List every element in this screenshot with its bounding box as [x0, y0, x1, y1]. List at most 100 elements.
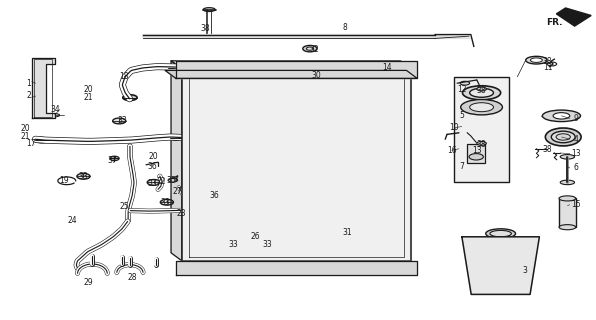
Ellipse shape	[299, 66, 323, 78]
Text: 13: 13	[472, 146, 482, 155]
Text: 19: 19	[60, 176, 69, 185]
Text: 33: 33	[161, 198, 170, 207]
Ellipse shape	[160, 199, 173, 205]
Text: 21: 21	[20, 132, 30, 141]
Text: 28: 28	[128, 273, 137, 282]
Ellipse shape	[123, 95, 137, 100]
Ellipse shape	[113, 118, 126, 124]
Ellipse shape	[560, 180, 575, 185]
Polygon shape	[165, 70, 417, 78]
Polygon shape	[176, 61, 417, 78]
Text: 30: 30	[311, 71, 321, 80]
Ellipse shape	[559, 196, 576, 201]
Text: 35: 35	[167, 176, 176, 185]
Polygon shape	[171, 61, 182, 261]
Ellipse shape	[556, 134, 570, 140]
Text: 20: 20	[20, 124, 30, 133]
Text: 33: 33	[147, 179, 157, 188]
Text: 38: 38	[201, 24, 210, 33]
Text: 37: 37	[107, 156, 117, 165]
Ellipse shape	[228, 242, 241, 247]
Ellipse shape	[477, 87, 486, 91]
Ellipse shape	[470, 88, 493, 97]
Text: 36: 36	[147, 162, 157, 171]
Ellipse shape	[168, 178, 178, 182]
Text: 29: 29	[83, 278, 93, 287]
Ellipse shape	[469, 154, 483, 160]
Ellipse shape	[35, 138, 49, 143]
Text: 6: 6	[573, 164, 578, 172]
Polygon shape	[143, 35, 471, 38]
Text: 7: 7	[460, 162, 464, 171]
Text: 23: 23	[177, 209, 187, 218]
Text: 3: 3	[522, 266, 527, 275]
Text: 34: 34	[50, 105, 60, 114]
Text: 5: 5	[460, 111, 464, 120]
Ellipse shape	[490, 230, 511, 237]
Ellipse shape	[560, 155, 575, 159]
Ellipse shape	[330, 230, 344, 236]
Text: 12: 12	[457, 85, 467, 94]
Text: 33: 33	[79, 172, 88, 181]
Ellipse shape	[542, 110, 581, 122]
Text: 9: 9	[573, 114, 578, 123]
Ellipse shape	[486, 229, 516, 238]
Ellipse shape	[303, 45, 317, 52]
Text: 13: 13	[571, 149, 581, 158]
Text: 20: 20	[83, 85, 93, 94]
Ellipse shape	[530, 58, 542, 62]
Text: 32: 32	[310, 45, 319, 54]
Ellipse shape	[325, 228, 349, 238]
Polygon shape	[176, 261, 417, 275]
Polygon shape	[557, 8, 591, 26]
Text: 2: 2	[26, 92, 31, 100]
Polygon shape	[462, 237, 539, 294]
Ellipse shape	[462, 86, 501, 100]
Text: 38: 38	[477, 86, 486, 95]
Text: 4: 4	[573, 135, 578, 144]
Text: 17: 17	[26, 139, 36, 148]
Ellipse shape	[168, 65, 182, 70]
Polygon shape	[171, 61, 411, 69]
Bar	[467, 144, 485, 163]
Ellipse shape	[374, 65, 384, 69]
Text: 24: 24	[68, 216, 77, 225]
Text: 14: 14	[383, 63, 392, 72]
Ellipse shape	[545, 128, 581, 146]
Bar	[559, 198, 576, 227]
Ellipse shape	[110, 156, 119, 161]
Text: 33: 33	[117, 116, 127, 125]
Ellipse shape	[170, 135, 185, 140]
Ellipse shape	[553, 113, 570, 119]
Polygon shape	[32, 58, 55, 118]
Ellipse shape	[461, 100, 502, 115]
Text: FR.: FR.	[546, 18, 563, 27]
Ellipse shape	[551, 131, 575, 143]
Text: 26: 26	[250, 232, 260, 241]
Text: 33: 33	[229, 240, 238, 249]
Ellipse shape	[50, 114, 60, 117]
Text: 11: 11	[544, 63, 553, 72]
Ellipse shape	[306, 47, 313, 50]
Text: 18: 18	[119, 72, 129, 81]
Bar	[454, 77, 509, 182]
Ellipse shape	[147, 180, 160, 185]
Ellipse shape	[370, 63, 388, 71]
Text: 38: 38	[542, 57, 552, 66]
Text: 31: 31	[342, 228, 352, 237]
Ellipse shape	[260, 242, 274, 247]
Ellipse shape	[77, 173, 90, 179]
Text: 36: 36	[210, 191, 219, 200]
Text: 16: 16	[447, 146, 457, 155]
Ellipse shape	[559, 225, 576, 230]
Ellipse shape	[304, 69, 318, 75]
Text: 38: 38	[542, 145, 552, 154]
Text: 8: 8	[342, 23, 347, 32]
Polygon shape	[182, 69, 411, 261]
Text: 10: 10	[449, 124, 459, 132]
Ellipse shape	[470, 103, 493, 112]
Text: 21: 21	[83, 93, 93, 102]
Text: 27: 27	[173, 188, 182, 196]
Text: 1: 1	[26, 79, 31, 88]
Text: 15: 15	[571, 200, 581, 209]
